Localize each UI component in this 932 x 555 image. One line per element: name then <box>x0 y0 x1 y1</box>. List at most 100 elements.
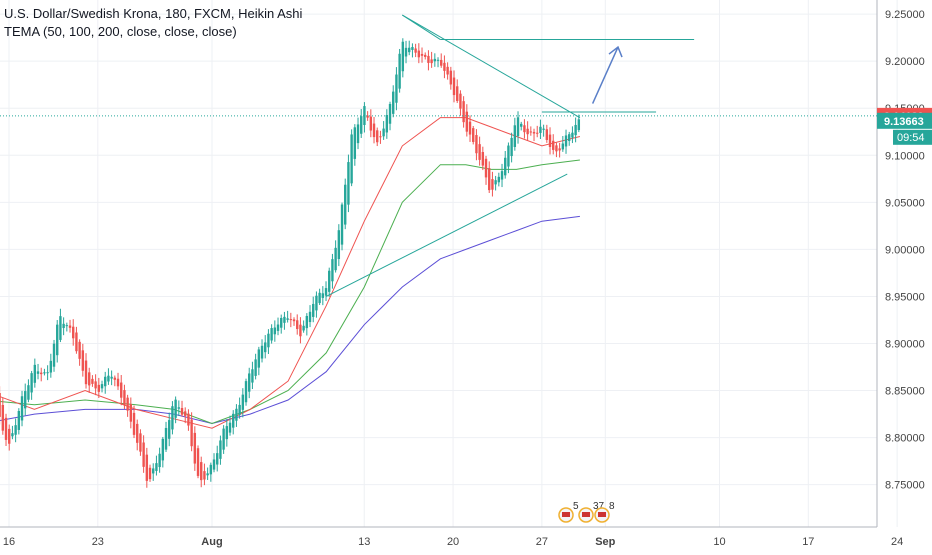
candle-body <box>129 404 133 422</box>
candle-body <box>440 59 443 66</box>
candle-body <box>216 453 219 465</box>
candle-body <box>536 132 539 134</box>
candle-body <box>472 128 475 142</box>
event-count: 8 <box>609 501 615 512</box>
candle-body <box>353 127 357 159</box>
candle-body <box>507 145 510 167</box>
candle-body <box>251 369 254 383</box>
candle-body <box>72 326 75 339</box>
candle-body <box>420 53 424 56</box>
candle-body <box>382 128 385 137</box>
candle-body <box>81 350 85 371</box>
candle-body <box>270 328 273 341</box>
candle-body <box>379 136 382 138</box>
candle-body <box>219 440 222 459</box>
candle-body <box>264 342 267 353</box>
candle-body <box>286 318 289 320</box>
event-marker: 5 <box>558 501 579 523</box>
candle-body <box>424 54 427 57</box>
tema-200-line <box>0 215 580 425</box>
candle-body <box>193 432 197 464</box>
current-price-box <box>877 112 932 129</box>
candle-body <box>308 311 312 323</box>
candle-body <box>337 230 341 260</box>
candle-body <box>356 124 360 144</box>
candle-body <box>212 459 216 470</box>
candle-body <box>241 394 245 410</box>
candle-body <box>491 179 494 190</box>
x-tick-label: 23 <box>92 536 104 548</box>
current-price-label: 9.13663 <box>884 116 924 128</box>
candle-body <box>78 341 81 359</box>
candle-body <box>184 411 187 416</box>
drawings[interactable] <box>325 14 695 297</box>
y-tick-label: 8.90000 <box>885 338 925 350</box>
y-tick-label: 9.10000 <box>885 150 925 162</box>
candle-body <box>340 204 344 245</box>
candle-body <box>97 384 101 392</box>
candle-body <box>414 48 417 53</box>
candle-body <box>577 119 581 131</box>
candle-body <box>395 74 398 103</box>
arrow-head <box>608 45 623 58</box>
projection-arrow <box>591 46 619 104</box>
candle-body <box>14 425 17 435</box>
candle-body <box>206 473 209 476</box>
candle-body <box>152 468 155 474</box>
flag-stripe <box>598 512 606 517</box>
candle-body <box>411 47 414 50</box>
candle-body <box>145 454 149 481</box>
candle-body <box>315 295 318 311</box>
candle-body <box>120 382 123 398</box>
candle-body <box>513 125 517 147</box>
candle-body <box>222 428 225 450</box>
x-tick-label: 17 <box>802 536 814 548</box>
candle-body <box>280 317 283 328</box>
candle-body <box>200 462 203 481</box>
candle-body <box>52 343 56 367</box>
candle-body <box>520 123 523 127</box>
candle-body <box>56 324 59 356</box>
candle-body <box>267 333 270 348</box>
candle-body <box>347 162 350 205</box>
candle-body <box>545 129 549 140</box>
candle-body <box>136 423 139 443</box>
candle-body <box>561 143 565 150</box>
candle-body <box>196 448 200 476</box>
candle-body <box>552 140 555 150</box>
candle-body <box>100 384 104 389</box>
candle-body <box>324 288 328 296</box>
candle-body <box>363 106 366 125</box>
countdown-label: 09:54 <box>897 132 925 144</box>
candle-body <box>84 360 88 385</box>
candle-body <box>203 471 206 480</box>
candle-body <box>299 324 302 337</box>
candle-body <box>360 116 363 134</box>
candle-body <box>126 397 129 411</box>
candle-body <box>260 345 264 359</box>
candle-body <box>68 325 72 328</box>
candle-body <box>350 134 353 184</box>
candle-body <box>449 70 453 85</box>
candle-body <box>158 453 161 468</box>
series-layer <box>0 117 581 429</box>
candle-body <box>190 419 193 447</box>
candle-body <box>542 128 545 130</box>
candle-body <box>296 320 299 330</box>
candle-body <box>232 413 235 428</box>
candle-body <box>20 396 24 421</box>
chart-title: U.S. Dollar/Swedish Krona, 180, FXCM, He… <box>4 6 303 21</box>
candle-body <box>427 55 430 63</box>
candle-body <box>312 303 315 317</box>
candle-body <box>555 145 558 152</box>
candle-body <box>276 324 280 331</box>
candle-body <box>497 176 501 183</box>
candle-body <box>443 62 446 71</box>
x-tick-label: 13 <box>358 536 370 548</box>
tema-50-line <box>0 117 581 429</box>
candle-body <box>209 464 213 475</box>
candle-body <box>43 372 46 374</box>
candle-body <box>248 373 251 392</box>
